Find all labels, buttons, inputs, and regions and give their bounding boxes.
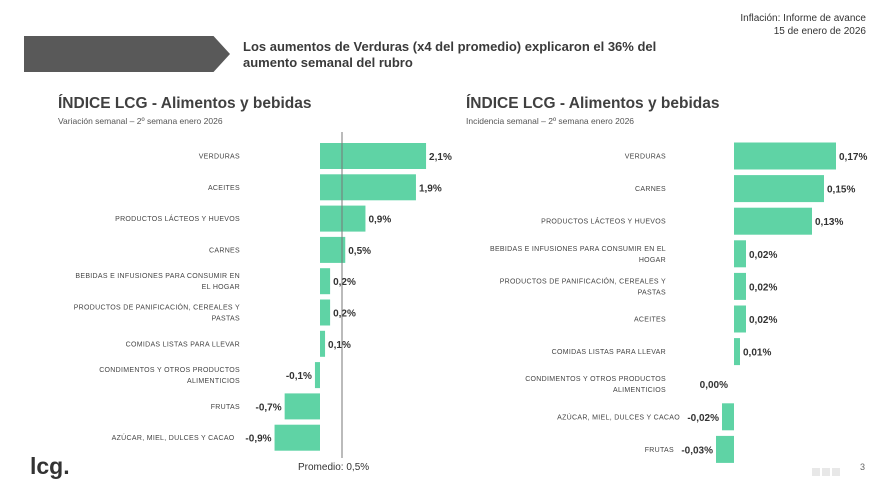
right-bar-3 [734,240,746,268]
report-header: Inflación: Informe de avance 15 de enero… [740,12,866,38]
page-number: 3 [860,462,866,472]
right-value-label-5: 0,02% [749,315,777,326]
right-category-label-2: PRODUCTOS LÁCTEOS Y HUEVOS [541,217,666,226]
right-value-label-0: 0,17% [839,152,867,163]
left-value-label-7: -0,1% [286,371,312,382]
left-bar-2 [320,205,366,232]
headline: Los aumentos de Verduras (x4 del promedi… [243,39,657,70]
left-value-label-1: 1,9% [419,183,442,194]
right-category-label-4: PRODUCTOS DE PANIFICACIÓN, CEREALES Y PAS… [500,276,666,296]
right-category-label-8: AZÚCAR, MIEL, DULCES Y CACAO [557,412,680,421]
right-value-label-1: 0,15% [827,185,855,196]
right-chart-title: ÍNDICE LCG - Alimentos y bebidas [466,95,720,112]
left-bar-4 [320,268,331,295]
lcg-logo: lcg. [30,453,70,479]
right-bar-8 [722,403,734,431]
left-category-label-5: PRODUCTOS DE PANIFICACIÓN, CEREALES Y PAS… [74,303,240,323]
right-category-label-6: COMIDAS LISTAS PARA LLEVAR [552,349,666,356]
right-value-label-7: 0,00% [700,380,728,391]
right-bar-2 [734,207,812,235]
average-label: Promedio: 0,5% [298,462,370,473]
right-bar-5 [734,305,746,333]
left-bar-3 [320,236,346,263]
right-chart-subtitle: Incidencia semanal – 2º semana enero 202… [466,116,635,126]
right-category-label-3: BEBIDAS E INFUSIONES PARA CONSUMIR EN EL… [490,246,666,264]
headline-banner-arrow [24,36,230,72]
right-bar-9 [716,435,734,463]
left-value-label-3: 0,5% [348,246,371,257]
report-type: Inflación: Informe de avance [740,13,866,24]
left-bar-7 [314,362,320,389]
right-bar-6 [734,338,740,366]
left-value-label-8: -0,7% [256,402,282,413]
report-date: 15 de enero de 2026 [773,26,866,37]
right-bar-4 [734,272,746,300]
right-category-label-0: VERDURAS [625,154,666,161]
right-category-label-9: FRUTAS [645,447,674,454]
left-value-label-5: 0,2% [333,309,356,320]
left-bar-6 [320,330,326,357]
left-category-label-8: FRUTAS [211,404,240,411]
right-value-label-4: 0,02% [749,282,777,293]
right-value-label-8: -0,02% [687,413,719,424]
right-category-label-5: ACEITES [634,317,666,324]
left-category-label-6: COMIDAS LISTAS PARA LLEVAR [126,341,240,348]
right-category-label-1: CARNES [635,186,666,193]
right-category-label-7: CONDIMENTOS Y OTROS PRODUCTOS ALIMENTICIO… [525,376,666,394]
left-category-label-3: CARNES [209,247,240,254]
page-indicator-dots [812,463,856,476]
right-value-label-2: 0,13% [815,217,843,228]
right-value-label-6: 0,01% [743,348,771,359]
left-value-label-6: 0,1% [328,340,351,351]
left-category-label-0: VERDURAS [199,154,240,161]
left-value-label-0: 2,1% [429,152,452,163]
left-category-label-1: ACEITES [208,185,240,192]
left-chart-subtitle: Variación semanal – 2º semana enero 2026 [58,116,223,126]
left-value-label-9: -0,9% [245,434,271,445]
right-value-label-9: -0,03% [681,445,713,456]
left-bar-8 [284,393,320,420]
left-bar-5 [320,299,331,326]
left-category-label-7: CONDIMENTOS Y OTROS PRODUCTOS ALIMENTICIO… [99,367,240,385]
right-value-label-3: 0,02% [749,250,777,261]
left-value-label-4: 0,2% [333,277,356,288]
right-bar-0 [734,142,836,170]
left-bar-1 [320,174,416,201]
left-category-label-4: BEBIDAS E INFUSIONES PARA CONSUMIR EN EL … [75,273,240,291]
left-value-label-2: 0,9% [368,215,391,226]
left-category-label-2: PRODUCTOS LÁCTEOS Y HUEVOS [115,214,240,223]
left-chart-title: ÍNDICE LCG - Alimentos y bebidas [58,95,312,112]
left-bar-9 [274,424,320,451]
right-bar-1 [734,175,824,203]
left-category-label-9: AZÚCAR, MIEL, DULCES Y CACAO [112,433,235,442]
left-bar-0 [320,143,427,169]
